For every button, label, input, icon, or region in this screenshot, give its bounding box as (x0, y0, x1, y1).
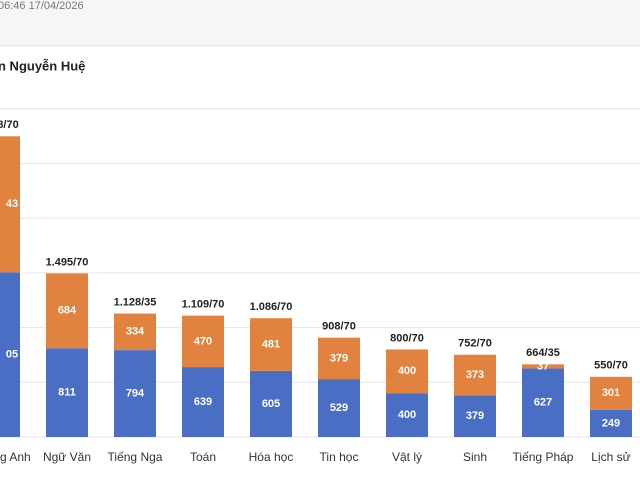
value-label: 05 (6, 349, 18, 361)
total-label: 550/70 (594, 360, 628, 372)
value-label: 605 (262, 398, 280, 410)
value-label: 470 (194, 335, 212, 347)
total-label: 908/70 (322, 321, 356, 333)
x-tick-label: Ngữ Văn (43, 450, 91, 464)
value-label: 639 (194, 396, 212, 408)
bar-segment (590, 409, 632, 437)
total-label: 1.086/70 (250, 301, 293, 313)
value-label: 684 (58, 305, 77, 317)
bar-segment (318, 379, 360, 437)
bar-segment (250, 370, 292, 437)
bar-segment (46, 348, 88, 437)
total-label: 752/70 (458, 338, 492, 350)
value-label: 249 (602, 417, 620, 429)
value-label: 794 (126, 387, 145, 399)
bar-segment (0, 272, 20, 437)
bar-segment (114, 350, 156, 437)
total-label: 1.109/70 (182, 299, 225, 311)
value-label: 37 (537, 360, 549, 372)
x-tick-label: Tiếng Pháp (513, 450, 574, 464)
bar-segment (182, 315, 224, 368)
value-label: 529 (330, 402, 348, 414)
x-tick-label: Toán (190, 450, 216, 464)
bar-segment (522, 364, 564, 369)
bar-segment (182, 367, 224, 437)
value-label: 400 (398, 365, 416, 377)
x-tick-label: g Anh (0, 450, 31, 464)
value-label: 811 (58, 387, 76, 399)
bar-segment (454, 395, 496, 437)
x-tick-label: Vật lý (392, 450, 422, 464)
bar-segment (114, 313, 156, 351)
value-label: 400 (398, 409, 416, 421)
bar-segment (46, 273, 88, 349)
value-label: 379 (330, 352, 348, 364)
x-tick-label: Tin học (320, 450, 359, 464)
bar-segment (590, 376, 632, 410)
bar-segment (250, 318, 292, 371)
value-label: 379 (466, 410, 484, 422)
bar-segment (386, 349, 428, 394)
header-bar (0, 0, 640, 46)
value-label: 334 (126, 326, 145, 338)
value-label: 373 (466, 369, 484, 381)
total-label: 1.495/70 (46, 256, 89, 268)
bar-segment (454, 354, 496, 396)
chart-title: n Nguyễn Huệ (0, 58, 85, 73)
total-label: 800/70 (390, 332, 424, 344)
x-tick-label: Sinh (463, 450, 487, 464)
value-label: 301 (602, 387, 620, 399)
value-label: 481 (262, 338, 280, 350)
bar-segment (522, 368, 564, 437)
bar-segment (318, 337, 360, 380)
total-label: 8/70 (0, 119, 19, 131)
value-label: 43 (6, 198, 18, 210)
x-tick-label: Hóa học (249, 450, 294, 464)
x-tick-label: Tiếng Nga (108, 450, 163, 464)
total-label: 664/35 (526, 347, 560, 359)
value-label: 627 (534, 397, 552, 409)
total-label: 1.128/35 (114, 296, 157, 308)
bar-segment (0, 136, 20, 273)
x-tick-label: Lịch sử (591, 450, 630, 464)
timestamp: 06:46 17/04/2026 (0, 0, 84, 12)
bar-segment (386, 393, 428, 437)
